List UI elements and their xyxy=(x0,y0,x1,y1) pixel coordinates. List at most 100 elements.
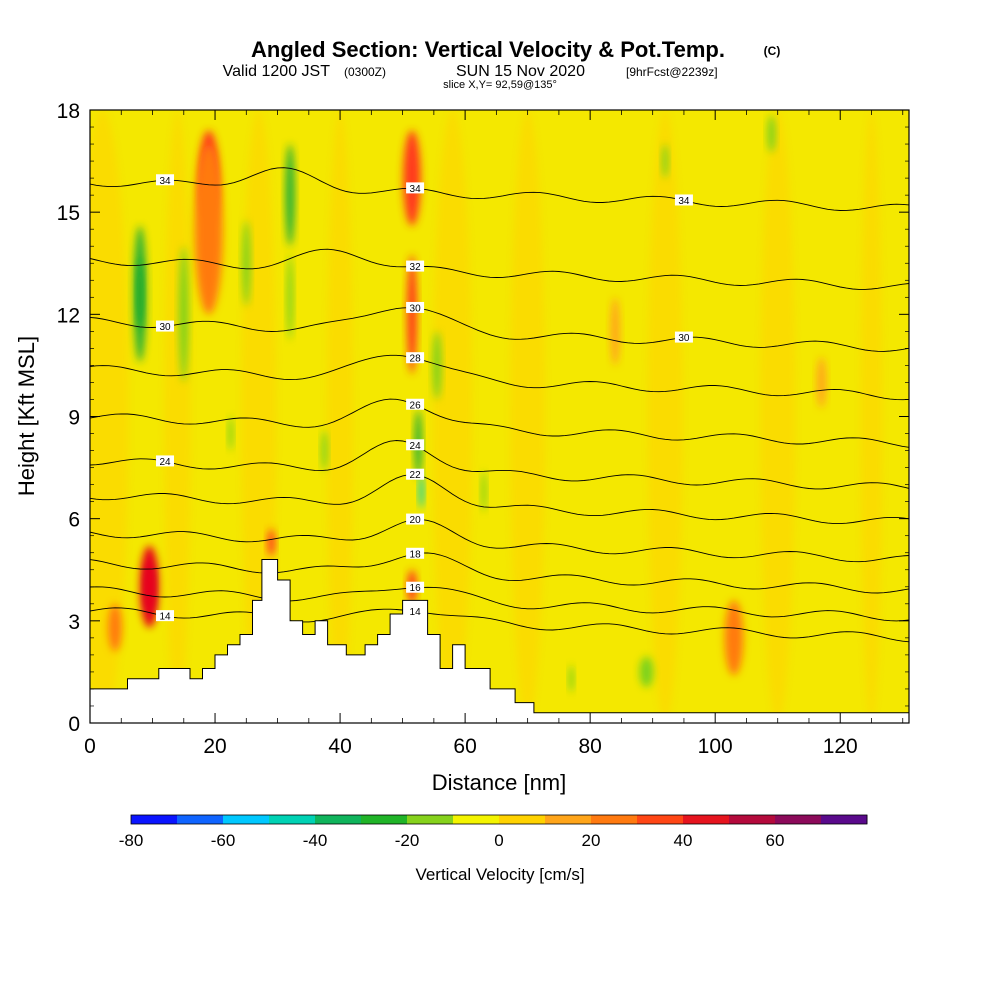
velocity-band xyxy=(510,110,546,723)
y-tick-label: 18 xyxy=(57,100,80,123)
isentrope-label: 34 xyxy=(156,174,175,187)
velocity-cell xyxy=(136,259,144,328)
isentrope-label: 24 xyxy=(406,439,425,452)
velocity-cell xyxy=(406,254,417,374)
velocity-cell xyxy=(194,144,223,315)
isentrope-label-text: 34 xyxy=(410,184,422,195)
x-tick-label: 0 xyxy=(84,735,96,758)
colorbar-swatch xyxy=(177,815,224,824)
isentrope-label-text: 32 xyxy=(410,262,422,273)
isentrope-label-text: 22 xyxy=(410,470,422,481)
isentrope-label-text: 24 xyxy=(410,441,422,452)
colorbar-frame xyxy=(130,814,868,825)
colorbar-label: -20 xyxy=(395,831,420,850)
isentrope-22 xyxy=(90,474,909,525)
isentrope-label: 34 xyxy=(674,194,693,207)
colorbar-swatch xyxy=(269,815,316,824)
velocity-band xyxy=(647,110,683,723)
isentrope-label-text: 30 xyxy=(678,333,690,344)
colorbar-swatch xyxy=(315,815,362,824)
velocity-cell xyxy=(418,474,424,509)
isentrope-label: 16 xyxy=(406,581,425,594)
velocity-band xyxy=(860,110,883,723)
y-axis-title: Height [Kft MSL] xyxy=(14,336,39,496)
x-tick-label: 80 xyxy=(578,735,601,758)
x-tick-label: 120 xyxy=(823,735,858,758)
colorbar-label: 20 xyxy=(582,831,601,850)
velocity-cell xyxy=(286,254,294,340)
chart-title: Angled Section: Vertical Velocity & Pot.… xyxy=(251,37,725,62)
isentrope-label: 26 xyxy=(406,398,425,411)
valid-time: Valid 1200 JST xyxy=(223,63,331,80)
colorbar-label: 60 xyxy=(766,831,785,850)
isentrope-label: 14 xyxy=(156,610,175,623)
isentrope-34 xyxy=(90,167,909,211)
isentrope-label: 28 xyxy=(406,352,425,365)
velocity-cell xyxy=(179,246,189,383)
isentrope-label-text: 28 xyxy=(410,354,422,365)
colorbar-swatch xyxy=(131,815,178,824)
isentrope-26 xyxy=(90,398,909,448)
colorbar-swatch xyxy=(775,815,822,824)
isentrope-24 xyxy=(90,440,909,490)
plot-area: 14 14 16 18 20 22 24 24 26 28 30 30 30 32 34 34 34 0 20 40… xyxy=(57,100,910,758)
isentrope-label-text: 16 xyxy=(410,583,422,594)
axes-ticks: 0 20 40 60 80 100 120 0 3 6 9 12 15 18 xyxy=(57,100,909,758)
y-tick-label: 9 xyxy=(68,407,80,430)
colorbar-swatch xyxy=(729,815,776,824)
y-tick-label: 0 xyxy=(68,713,80,736)
colorbar-swatch xyxy=(591,815,638,824)
colorbar-swatch xyxy=(545,815,592,824)
velocity-cell xyxy=(767,115,776,153)
x-axis-title: Distance [nm] xyxy=(432,770,567,795)
y-tick-label: 6 xyxy=(68,509,80,532)
isentrope-label: 20 xyxy=(406,513,425,526)
colorbar-label: -80 xyxy=(119,831,144,850)
colorbar-swatch xyxy=(453,815,500,824)
colorbar-swatch xyxy=(407,815,454,824)
isentrope-label-text: 34 xyxy=(678,196,690,207)
y-tick-label: 15 xyxy=(57,202,80,225)
colorbar-swatch xyxy=(821,815,868,824)
isentrope-label-text: 24 xyxy=(159,457,171,468)
x-tick-label: 40 xyxy=(328,735,351,758)
velocity-cell xyxy=(432,331,442,400)
isentrope-label: 32 xyxy=(406,260,425,273)
colorbar-swatch xyxy=(499,815,546,824)
isentrope-label: 22 xyxy=(406,468,425,481)
x-tick-label: 20 xyxy=(203,735,226,758)
velocity-cell xyxy=(662,144,669,179)
isentrope-label-text: 30 xyxy=(410,303,422,314)
slice-info: slice X,Y= 92,59@135° xyxy=(443,79,557,91)
velocity-band xyxy=(90,110,129,723)
isentrope-label: 14 xyxy=(406,605,425,618)
isentrope-label: 30 xyxy=(156,320,175,333)
isentrope-18 xyxy=(90,552,909,594)
copyright-mark: (C) xyxy=(764,44,781,58)
isentrope-32 xyxy=(90,248,909,290)
isentrope-label: 18 xyxy=(406,547,425,560)
forecast-info: [9hrFcst@2239z] xyxy=(626,65,718,79)
isentrope-28 xyxy=(90,354,909,401)
isentrope-label-text: 26 xyxy=(410,400,422,411)
velocity-band xyxy=(326,110,354,723)
velocity-cell xyxy=(610,297,620,366)
valid-date: SUN 15 Nov 2020 xyxy=(456,63,585,80)
isentrope-20 xyxy=(90,519,909,563)
isentrope-label-text: 34 xyxy=(159,176,171,187)
colorbar-label: 40 xyxy=(674,831,693,850)
velocity-cell xyxy=(816,356,827,408)
velocity-cell xyxy=(481,470,487,512)
velocity-cell xyxy=(568,665,574,693)
x-tick-label: 100 xyxy=(698,735,733,758)
isentrope-label: 34 xyxy=(406,182,425,195)
velocity-band xyxy=(164,110,191,723)
velocity-cell xyxy=(140,545,159,628)
velocity-field xyxy=(90,110,883,723)
isentrope-30 xyxy=(90,307,909,352)
isentrope-label: 30 xyxy=(674,331,693,344)
velocity-cell xyxy=(285,144,295,247)
colorbar-label: -40 xyxy=(303,831,328,850)
isentrope-label-text: 18 xyxy=(410,549,422,560)
